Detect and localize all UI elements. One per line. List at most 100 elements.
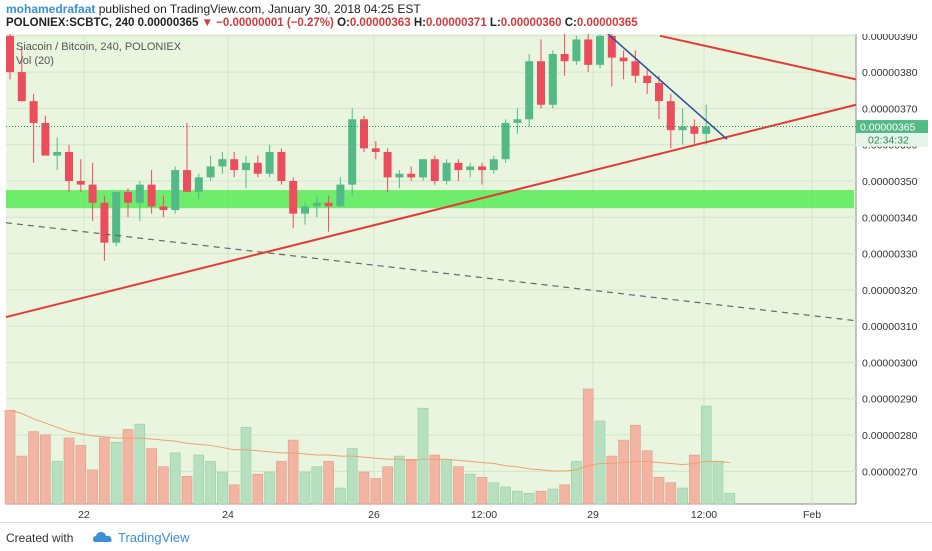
candle-body [395, 173, 404, 178]
volume-bar [99, 437, 110, 505]
volume-bar [158, 466, 169, 505]
volume-bar [63, 437, 75, 505]
volume-bar [547, 488, 559, 505]
volume-bar [523, 493, 535, 505]
volume-bar [252, 473, 264, 505]
candle-body [242, 162, 250, 171]
countdown-tag [856, 133, 928, 147]
volume-bar [535, 490, 547, 505]
change-value: ▼ −0.00000001 (−0.27%) [201, 17, 334, 29]
time-tick-labels: 22 24 26 12:00 29 12:00 Feb [78, 509, 821, 521]
volume-bar [51, 461, 63, 505]
volume-bar [441, 458, 452, 505]
volume-bar [582, 388, 594, 505]
volume-bar [311, 466, 323, 505]
volume-bar [429, 454, 441, 505]
countdown-value: 02:34:32 [868, 135, 909, 147]
candle-body [171, 170, 180, 211]
volume-bar [75, 445, 87, 505]
price-tick: 0.00000340 [862, 212, 918, 224]
volume-bar [689, 454, 700, 505]
candle-body [324, 202, 333, 207]
candle-body [336, 184, 345, 207]
candle-body [76, 180, 85, 185]
volume-bar [205, 461, 216, 505]
candle-body [124, 191, 132, 203]
price-tick: 0.00000370 [862, 103, 918, 115]
price-tick: 0.00000290 [862, 394, 918, 406]
candle-body [88, 184, 97, 203]
volume-bar [299, 471, 311, 505]
price-tick: 0.00000320 [862, 285, 918, 297]
price-tag-value: 0.00000365 [860, 122, 916, 134]
time-tick: Feb [803, 509, 821, 521]
candle-body [525, 61, 534, 120]
author-name[interactable]: mohamedrafaat [6, 2, 96, 16]
candle-body [17, 72, 26, 102]
volume-ma-line [9, 409, 730, 472]
volume-bar [4, 409, 16, 505]
candle-body [265, 151, 274, 174]
candle-body [666, 101, 675, 131]
price-tick: 0.00000270 [862, 466, 918, 478]
candle-body [430, 159, 439, 181]
volume-bar [417, 407, 429, 505]
volume-bar [630, 424, 641, 505]
price-tick: 0.00000390 [862, 34, 918, 43]
descending-blue-trendline [606, 34, 728, 140]
publish-text: published on TradingView.com, January 30… [98, 2, 421, 16]
candle-body [100, 202, 109, 243]
volume-bar [228, 484, 240, 505]
candle-body [65, 151, 73, 181]
candle-body [466, 166, 475, 171]
volume-bar [571, 461, 582, 505]
price-tick: 0.00000330 [862, 249, 918, 261]
candle-body [537, 61, 545, 105]
candle-body [112, 191, 121, 243]
candle-body [619, 57, 628, 62]
candle-body [489, 159, 498, 171]
time-tick: 22 [78, 509, 90, 521]
candle-body [572, 39, 581, 62]
volume-bar [323, 461, 334, 505]
candle-body [419, 159, 427, 178]
candle-body [230, 159, 239, 171]
volume-bar [653, 477, 665, 505]
chart-canvas[interactable]: Siacoin / Bitcoin, 240, POLONIEX Vol (20… [0, 34, 932, 522]
price-axis-background [856, 34, 932, 522]
volume-bar [193, 454, 205, 505]
candle-body [159, 206, 168, 211]
candle-body [584, 39, 593, 65]
volume-bar [394, 455, 405, 505]
volume-bar [87, 469, 98, 505]
volume-bar [405, 458, 417, 505]
candle-body [301, 206, 309, 214]
volume-bar [335, 487, 346, 505]
candle-body [478, 166, 486, 171]
close-label: C: [564, 17, 577, 29]
time-tick: 29 [587, 509, 599, 521]
volume-bar [276, 461, 287, 505]
open-label: O: [337, 17, 350, 29]
candle-body [183, 170, 191, 192]
candle-body [596, 35, 604, 65]
volume-bar [40, 434, 51, 505]
volume-bar [665, 482, 677, 505]
tradingview-cloud-icon[interactable] [92, 529, 114, 545]
candle-body [690, 126, 699, 134]
symbol-line: POLONIEX:SCBTC, 240 0.00000365 ▼ −0.0000… [6, 17, 638, 29]
candle-body [29, 101, 38, 123]
candle-body [6, 35, 14, 73]
candle-body [383, 151, 392, 178]
candle-body [312, 202, 321, 207]
time-tick: 12:00 [691, 509, 717, 521]
candle-body [206, 166, 215, 178]
time-tick: 24 [222, 509, 234, 521]
candle-body [643, 75, 652, 83]
volume-bar [287, 439, 299, 505]
volume-bar [641, 450, 653, 505]
candle-body [442, 162, 451, 181]
tradingview-brand[interactable]: TradingView [118, 530, 190, 545]
volume-bar [134, 423, 146, 505]
volume-bars [4, 388, 736, 505]
